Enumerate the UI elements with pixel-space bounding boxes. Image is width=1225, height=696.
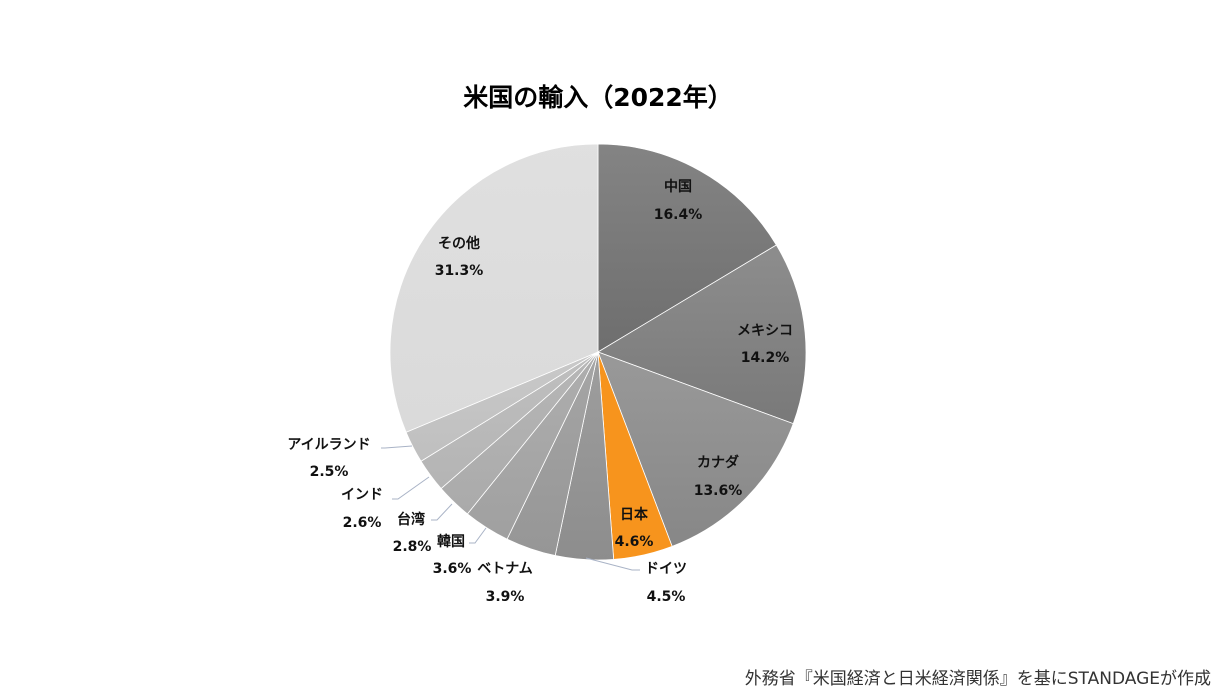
value-label: 31.3%	[435, 263, 484, 279]
value-label: 2.5%	[310, 464, 349, 480]
leader-line-4	[585, 557, 640, 571]
leader-line-9	[381, 445, 413, 449]
pie-slice-10	[389, 143, 599, 433]
category-label: ベトナム	[477, 561, 533, 577]
chart-title: 米国の輸入（2022年）	[463, 83, 733, 112]
source-note: 外務省『米国経済と日米経済関係』を基にSTANDAGEが作成	[744, 669, 1211, 689]
leader-line-6	[469, 527, 487, 544]
pie-slice-2	[597, 351, 794, 547]
pie-slice-0	[597, 143, 777, 353]
leader-line-8	[392, 476, 430, 500]
value-label: 16.4%	[654, 207, 703, 223]
category-label: アイルランド	[287, 437, 370, 453]
value-label: 14.2%	[741, 350, 790, 366]
category-label: メキシコ	[737, 323, 793, 339]
value-label: 4.5%	[647, 589, 686, 605]
value-label: 13.6%	[694, 483, 743, 499]
category-label: インド	[341, 487, 383, 503]
category-label: 日本	[620, 506, 649, 523]
category-label: カナダ	[697, 454, 739, 471]
value-label: 2.8%	[393, 539, 432, 555]
leader-line-7	[431, 503, 453, 521]
value-label: 3.6%	[433, 561, 472, 577]
category-label: 韓国	[437, 533, 465, 550]
value-label: 2.6%	[343, 515, 382, 531]
value-label: 3.9%	[486, 589, 525, 605]
category-label: 中国	[664, 178, 692, 195]
category-label: 台湾	[397, 511, 425, 528]
category-label: その他	[438, 235, 480, 252]
pie-slice-1	[597, 244, 807, 425]
value-label: 4.6%	[615, 534, 654, 550]
category-label: ドイツ	[645, 561, 687, 577]
